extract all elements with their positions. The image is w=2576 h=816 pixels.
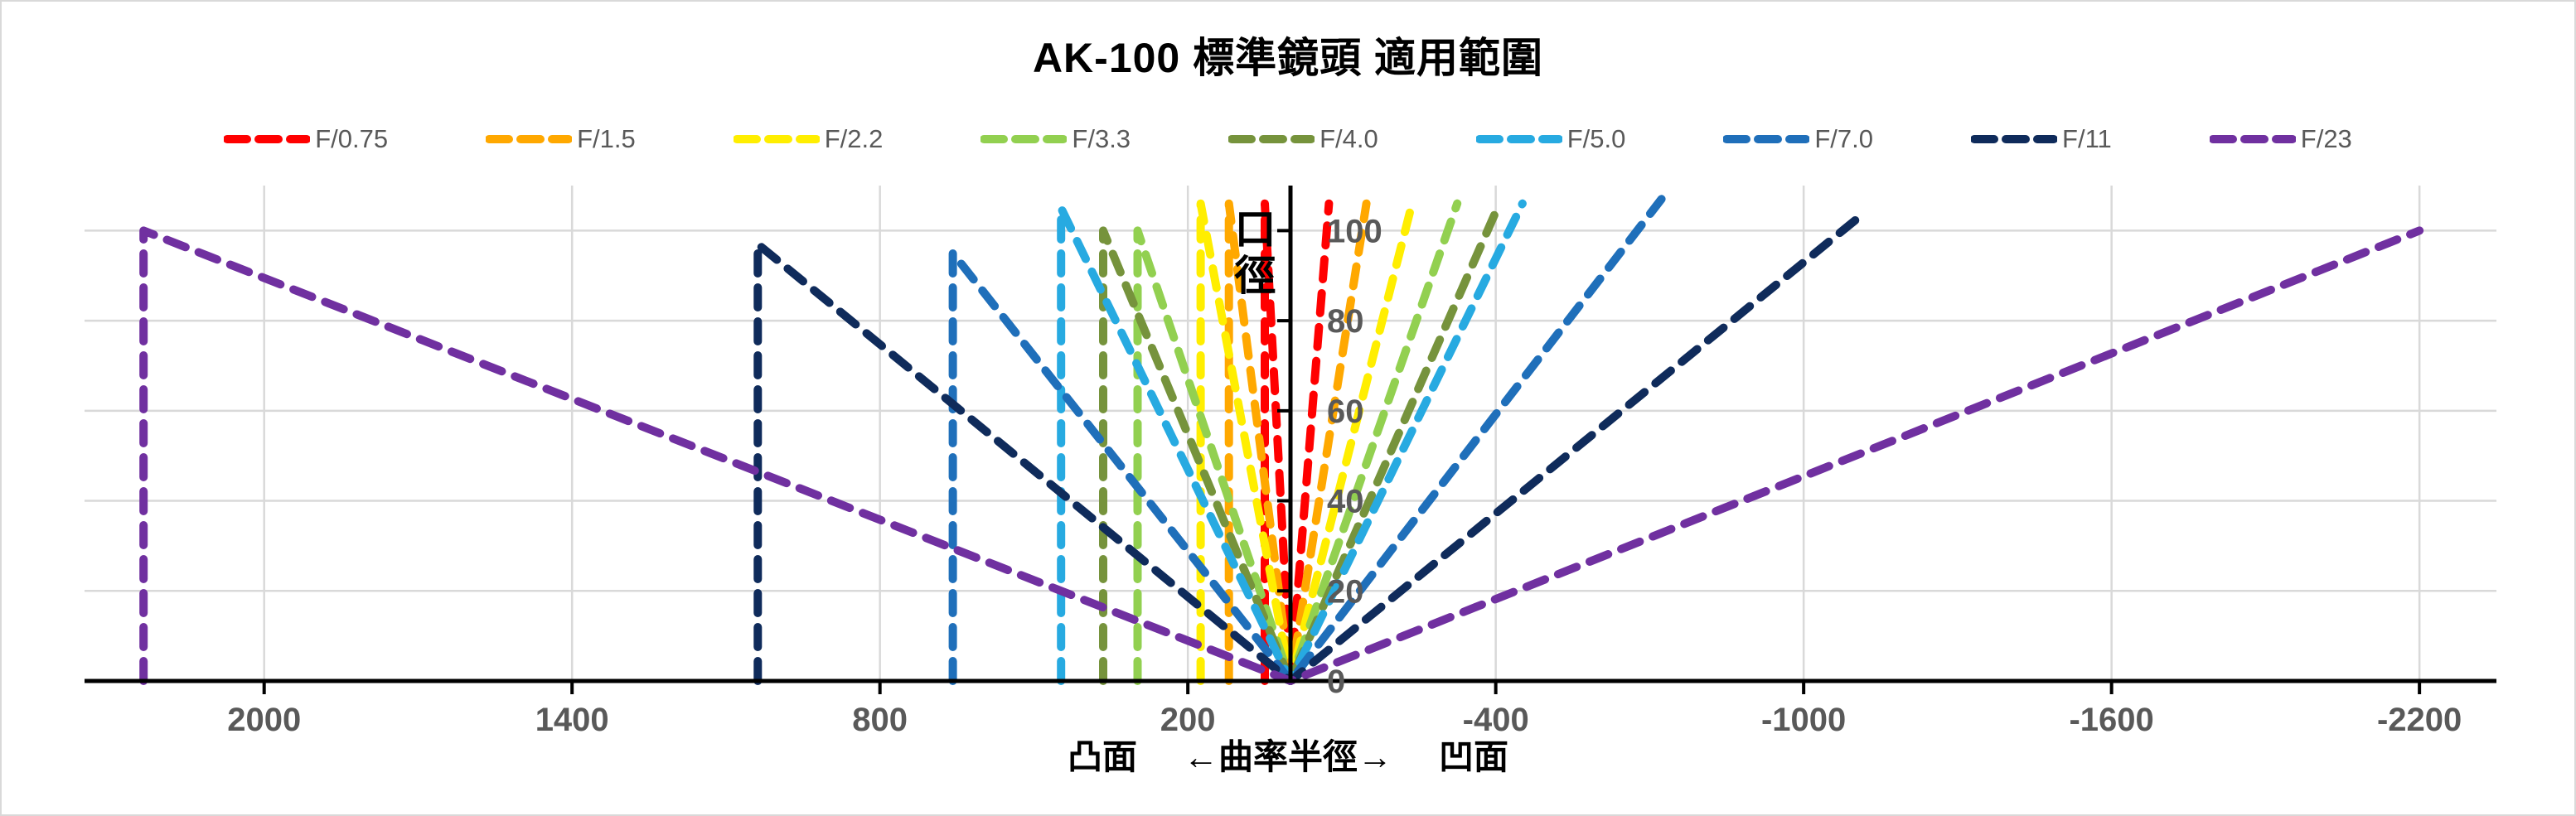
legend-label: F/7.0	[1814, 124, 1874, 153]
x-tick-label: -1000	[1761, 702, 1846, 738]
series-line-f-0.75	[1261, 199, 1334, 685]
x-tick-label: -400	[1463, 702, 1529, 738]
series-line-f-23	[139, 226, 2424, 685]
legend-dash-sample	[1475, 135, 1562, 143]
y-tick-label: 20	[1327, 573, 1364, 610]
y-tick-label: 60	[1327, 394, 1364, 430]
y-tick-label: 80	[1327, 303, 1364, 340]
legend-dash-sample	[1723, 135, 1810, 143]
legend-label: F/1.5	[577, 124, 636, 153]
legend-dash-sample	[486, 135, 573, 143]
series-line-f-3.3	[1133, 199, 1462, 685]
y-tick-label: 100	[1327, 213, 1382, 249]
y-tick-label: 0	[1327, 664, 1345, 700]
legend-label: F/23	[2300, 124, 2352, 153]
legend-dash-sample	[224, 135, 311, 143]
x-tick-label: 800	[852, 702, 908, 738]
legend-item-f-11[interactable]: F/11	[1971, 124, 2112, 154]
chart-title: AK-100 標準鏡頭 適用範圍	[1032, 35, 1544, 81]
series-line-f-5.0	[1057, 199, 1527, 685]
legend-item-f-1.5[interactable]: F/1.5	[486, 124, 636, 154]
series-line-f-2.2	[1196, 199, 1416, 685]
x-axis-caption-radius: ←曲率半徑→	[1183, 737, 1392, 776]
series-line-f-11	[753, 213, 1863, 685]
legend-label: F/2.2	[824, 124, 884, 153]
x-axis-caption-convex: 凸面	[1067, 737, 1137, 776]
legend-label: F/0.75	[315, 124, 389, 153]
y-tick-label: 40	[1327, 484, 1364, 520]
x-tick-label: 200	[1160, 702, 1216, 738]
series-line-f-1.5	[1224, 199, 1371, 685]
x-tick-label: -1600	[2069, 702, 2153, 738]
x-axis-title: 凸面 ←曲率半徑→ 凹面	[2, 729, 2574, 780]
x-tick-label: -2200	[2377, 702, 2462, 738]
legend-dash-sample	[2209, 135, 2296, 143]
series-line-f-7.0	[948, 195, 1666, 685]
x-tick-label: 2000	[227, 702, 301, 738]
legend-dash-sample	[1228, 135, 1315, 143]
legend-label: F/5.0	[1566, 124, 1626, 153]
x-axis-caption-concave: 凹面	[1439, 737, 1509, 776]
legend-item-f-7.0[interactable]: F/7.0	[1723, 124, 1873, 154]
legend-dash-sample	[733, 135, 820, 143]
legend-dash-sample	[1971, 135, 2058, 143]
legend-label: F/11	[2062, 124, 2112, 153]
y-axis-title: 口徑	[1228, 207, 1276, 300]
chart-legend: F/0.75 F/1.5 F/2.2 F/3.3 F/4.0 F/5.0 F/7.0 F/11…	[2, 124, 2574, 154]
legend-item-f-0.75[interactable]: F/0.75	[224, 124, 388, 154]
legend-item-f-4.0[interactable]: F/4.0	[1228, 124, 1378, 154]
x-tick-label: 1400	[535, 702, 609, 738]
legend-item-f-23[interactable]: F/23	[2209, 124, 2352, 154]
legend-label: F/3.3	[1072, 124, 1131, 153]
legend-item-f-5.0[interactable]: F/5.0	[1475, 124, 1626, 154]
legend-dash-sample	[981, 135, 1068, 143]
legend-item-f-3.3[interactable]: F/3.3	[981, 124, 1131, 154]
legend-item-f-2.2[interactable]: F/2.2	[733, 124, 884, 154]
series-line-f-4.0	[1099, 199, 1503, 685]
legend-label: F/4.0	[1319, 124, 1378, 153]
